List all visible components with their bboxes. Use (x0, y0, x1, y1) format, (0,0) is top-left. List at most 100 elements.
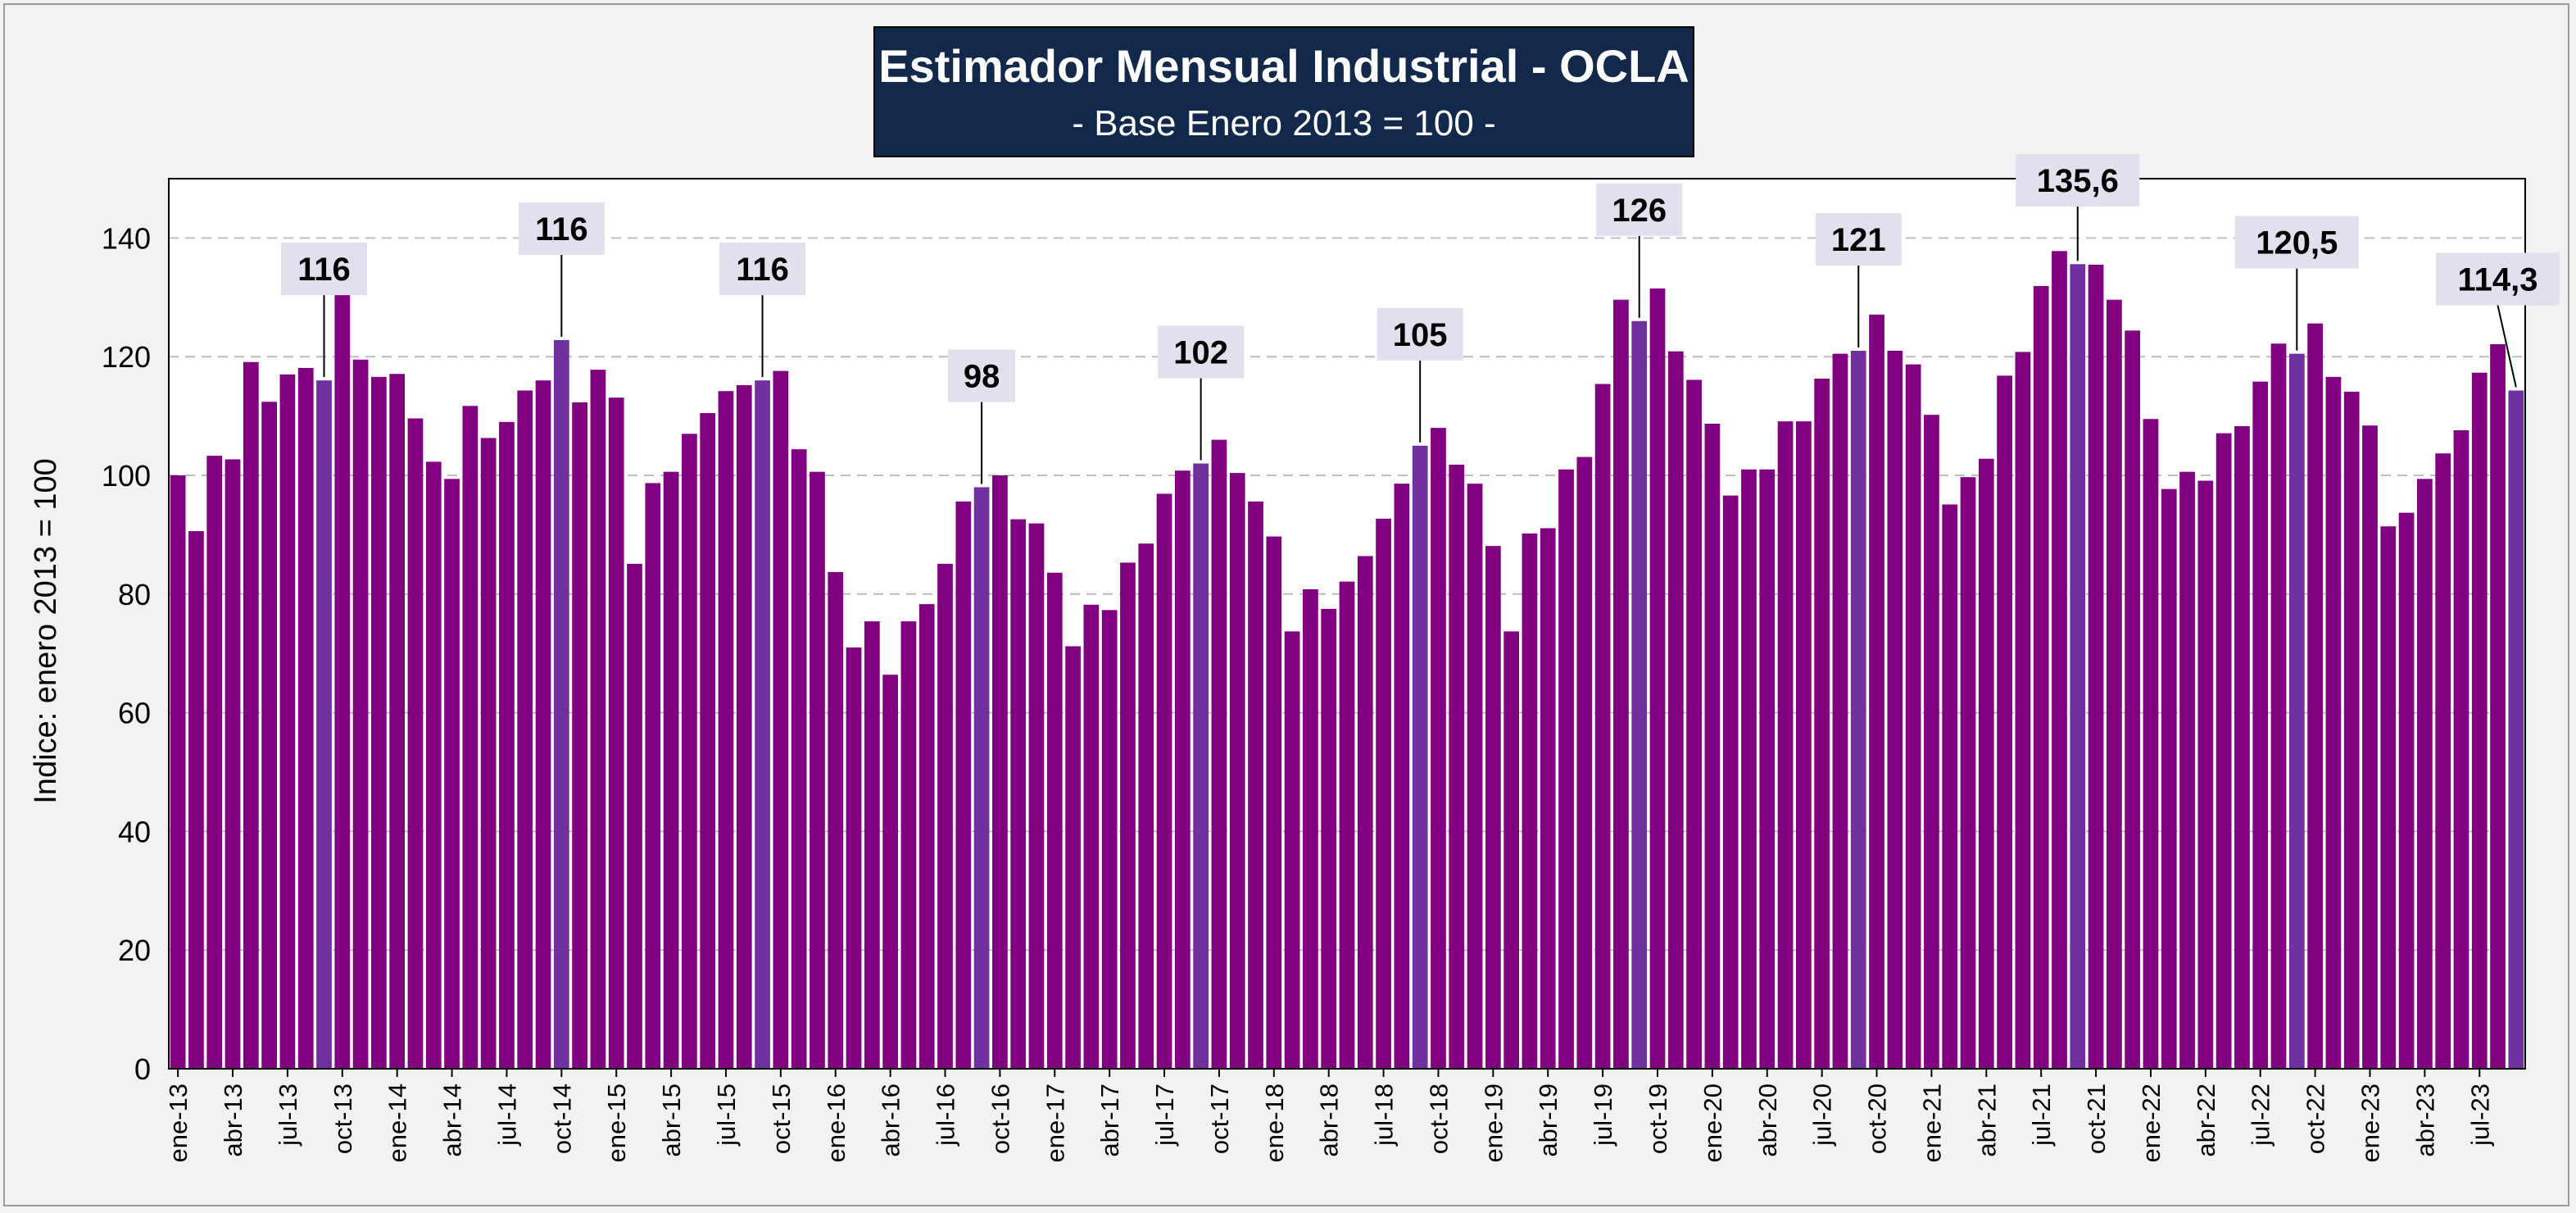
bar (1704, 424, 1721, 1069)
bar (279, 374, 296, 1069)
bar (1503, 631, 1520, 1069)
bar (864, 621, 880, 1069)
bar (1321, 608, 1337, 1069)
callout-box (948, 349, 1016, 402)
bar (663, 471, 679, 1069)
callout-box (719, 243, 806, 296)
bar-highlighted (2288, 353, 2305, 1070)
bar-highlighted (553, 339, 569, 1069)
bar (937, 563, 953, 1069)
bar (1722, 495, 1739, 1069)
callout-box (1596, 183, 1683, 236)
bar (1174, 470, 1190, 1069)
bar (2490, 344, 2506, 1069)
bar (2197, 480, 2214, 1069)
x-tick-label: oct-18 (1424, 1084, 1453, 1154)
chart-title-box: Estimador Mensual Industrial - OCLA - Ba… (873, 26, 1694, 157)
x-tick-label: ene-19 (1479, 1084, 1508, 1163)
bar (1741, 469, 1757, 1069)
bar (1667, 351, 1684, 1069)
bar (2362, 425, 2378, 1069)
bar (2125, 330, 2141, 1070)
bar (2234, 425, 2250, 1069)
callout-box (2436, 252, 2560, 306)
x-tick-label: jul-14 (492, 1084, 521, 1147)
bar (1887, 350, 1903, 1070)
bar (1376, 518, 1391, 1069)
data-label: 116 (297, 252, 351, 288)
bar (389, 374, 406, 1069)
x-tick-label: oct-21 (2082, 1084, 2111, 1154)
bar (608, 398, 624, 1069)
y-tick-label: 120 (102, 340, 151, 374)
bar (1540, 528, 1556, 1069)
bar (2088, 264, 2104, 1070)
bar-highlighted (755, 380, 770, 1069)
x-tick-label: oct-19 (1644, 1084, 1672, 1154)
bar (1449, 464, 1465, 1069)
bar (1905, 364, 1921, 1069)
x-tick-label: abr-21 (1972, 1084, 2001, 1157)
bar (297, 367, 314, 1070)
bar (1394, 484, 1410, 1069)
bar-highlighted (316, 380, 332, 1069)
callout-box (2234, 216, 2359, 269)
callout-box (1815, 212, 1902, 266)
bar (1558, 469, 1574, 1069)
bar (1485, 546, 1501, 1069)
bar (535, 380, 551, 1069)
bar-highlighted (1850, 350, 1866, 1070)
y-axis-ticks: 0 20 40 60 80 100 120 140 (102, 221, 151, 1086)
bar (1120, 562, 1136, 1069)
data-label: 116 (535, 211, 588, 248)
x-tick-label: jul-15 (712, 1084, 741, 1147)
bar-highlighted (1193, 463, 1209, 1069)
x-tick-label: abr-17 (1095, 1084, 1124, 1157)
bar (1594, 384, 1611, 1069)
x-tick-label: abr-19 (1534, 1084, 1562, 1157)
x-tick-label: oct-17 (1205, 1084, 1234, 1154)
x-tick-label: oct-22 (2302, 1084, 2330, 1154)
y-tick-label: 140 (102, 221, 151, 255)
bar (2453, 429, 2469, 1069)
bar (1759, 469, 1776, 1069)
bar (1303, 589, 1318, 1069)
x-tick-label: oct-16 (986, 1084, 1014, 1154)
x-tick-label: oct-20 (1863, 1084, 1892, 1154)
data-label: 102 (1173, 335, 1228, 371)
data-label: 105 (1393, 317, 1448, 353)
bar (1960, 477, 1976, 1069)
bar (261, 402, 277, 1070)
bar (1997, 375, 2012, 1069)
y-tick-label: 40 (118, 815, 151, 848)
bar (2033, 286, 2049, 1069)
callout-box (2016, 154, 2140, 207)
bar (791, 449, 807, 1069)
bar (682, 434, 697, 1069)
bar (1832, 353, 1848, 1070)
bar (1924, 415, 1939, 1069)
bar (955, 501, 972, 1069)
bar-highlighted (1412, 445, 1428, 1069)
y-tick-label: 0 (134, 1052, 151, 1086)
bar (590, 370, 606, 1069)
y-axis-label: Indice: enero 2013 = 100 (29, 458, 63, 804)
callout-leader (2497, 305, 2517, 388)
bar (918, 604, 935, 1069)
bar-highlighted (2070, 264, 2086, 1069)
bar (499, 421, 515, 1069)
bar (900, 621, 917, 1069)
callout-box (518, 202, 605, 255)
bar (2325, 376, 2342, 1069)
bar (700, 412, 716, 1070)
bar (2435, 453, 2451, 1069)
data-label: 116 (736, 252, 789, 288)
bar (1046, 572, 1063, 1069)
data-label: 121 (1831, 222, 1886, 258)
bar (1467, 484, 1483, 1069)
bar (243, 361, 259, 1070)
bar (2307, 323, 2323, 1069)
bar (517, 390, 533, 1070)
x-tick-label: oct-13 (329, 1084, 357, 1154)
x-tick-label: jul-21 (2027, 1084, 2056, 1147)
